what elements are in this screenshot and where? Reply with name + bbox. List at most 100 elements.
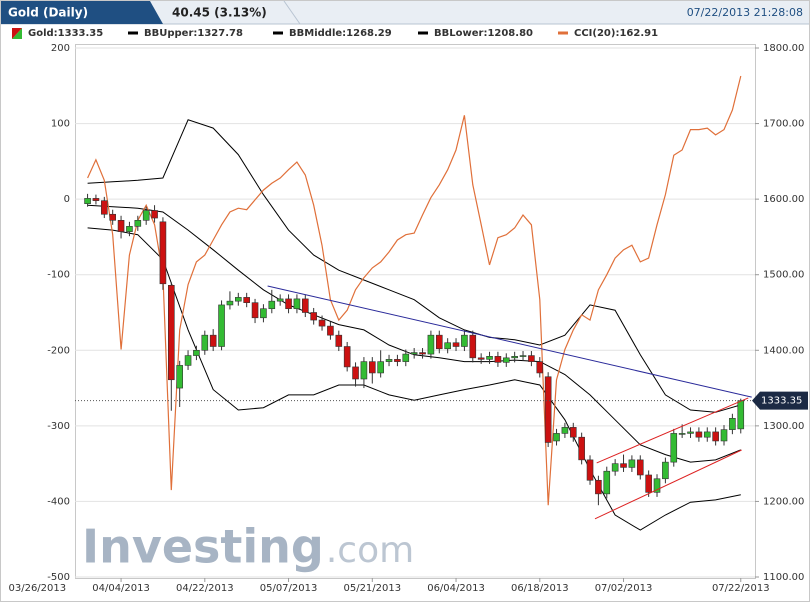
- watermark-suffix: .com: [326, 530, 414, 571]
- candle-body: [561, 427, 569, 434]
- candle-body: [586, 459, 594, 481]
- y2-tick-label: 1300.00: [763, 421, 804, 432]
- candle-body: [209, 334, 217, 347]
- y2-tick-label: 1500.00: [763, 270, 804, 281]
- x-tick-label: 06/04/2013: [427, 583, 485, 594]
- candle-body: [293, 298, 301, 310]
- trendline: [596, 397, 749, 464]
- title-tab: [1, 1, 163, 24]
- y-tick-label: -400: [47, 496, 70, 507]
- header-divider: [283, 0, 301, 25]
- candle-body: [645, 474, 652, 493]
- candle-body: [536, 361, 544, 374]
- y-tick-label: 0: [64, 194, 70, 205]
- candle-body: [519, 355, 527, 357]
- trendline: [267, 285, 752, 398]
- candle-body: [176, 365, 183, 389]
- y2-tick-label: 1600.00: [763, 194, 804, 205]
- candle-body: [595, 479, 602, 495]
- candle-body: [528, 355, 535, 362]
- candle-body: [260, 308, 267, 319]
- candle-body: [695, 431, 703, 438]
- x-tick-label: 07/22/2013: [712, 583, 770, 594]
- plot-area: [75, 44, 756, 579]
- price-change: 40.45 (3.13%): [172, 6, 267, 20]
- candle-body: [653, 478, 661, 493]
- x-tick-label: 05/07/2013: [260, 583, 318, 594]
- y-tick-label: -100: [47, 270, 70, 281]
- candle-body: [109, 213, 116, 221]
- candle-body: [335, 334, 343, 347]
- candle-body: [352, 366, 359, 380]
- candle-body: [720, 429, 728, 442]
- candle-body: [410, 352, 418, 355]
- candle-body: [469, 334, 477, 359]
- candle-body: [486, 356, 493, 360]
- candle-body: [151, 210, 158, 219]
- candle-body: [427, 334, 435, 355]
- candle-body: [729, 417, 736, 430]
- candle-body: [461, 334, 468, 347]
- candle-body: [327, 325, 334, 336]
- candle-body: [101, 200, 108, 215]
- candle-body: [368, 361, 376, 374]
- legend-label: CCI(20):162.91: [574, 28, 658, 39]
- watermark: Investing .com: [82, 520, 414, 574]
- y2-tick-label: 1400.00: [763, 345, 804, 356]
- header-bar: [1, 1, 809, 24]
- candle-body: [628, 459, 636, 468]
- candle-body: [126, 226, 133, 232]
- y-tick-label: -300: [47, 421, 70, 432]
- legend-label: Gold:1333.35: [28, 28, 103, 39]
- candle-body: [92, 198, 100, 201]
- y2-tick-label: 1700.00: [763, 119, 804, 130]
- candle-body: [678, 433, 686, 435]
- x-tick-label: 06/18/2013: [511, 583, 569, 594]
- candle-body: [687, 431, 694, 434]
- candle-body: [193, 349, 200, 356]
- candle-body: [318, 319, 326, 327]
- candle-body: [703, 431, 711, 438]
- candle-body: [611, 463, 619, 472]
- candle-body: [603, 470, 611, 495]
- legend-label: BBLower:1208.80: [434, 28, 533, 39]
- candle-body: [276, 298, 284, 302]
- y-tick-label: -200: [47, 345, 70, 356]
- legend: Gold:1333.35 BBUpper:1327.78 BBMiddle:1268…: [12, 28, 658, 39]
- candle-body: [394, 359, 401, 362]
- candle-body: [243, 297, 250, 303]
- candles: [84, 193, 745, 506]
- chart-title: Gold (Daily): [8, 6, 88, 20]
- candle-body: [218, 304, 225, 347]
- candle-body: [670, 433, 678, 463]
- candle-body: [201, 334, 209, 351]
- candle-body: [620, 463, 627, 468]
- candle-body: [168, 284, 175, 381]
- candle-body: [494, 356, 502, 363]
- price-tag-label: 1333.35: [761, 396, 802, 407]
- candle-body: [285, 298, 292, 310]
- candle-body: [544, 376, 552, 443]
- candle-body: [511, 356, 518, 359]
- price-tag: [752, 391, 808, 410]
- candle-body: [636, 459, 644, 476]
- candle-body: [662, 461, 669, 480]
- candle-body: [184, 355, 192, 366]
- candle-body: [343, 346, 351, 368]
- y-tick-label: 200: [51, 43, 70, 54]
- candle-body: [226, 300, 234, 306]
- x-tick-label: 03/26/2013: [8, 583, 66, 594]
- y-tick-label: 100: [51, 119, 70, 130]
- candle-body: [134, 220, 142, 227]
- timestamp: 07/22/2013 21:28:08: [687, 6, 803, 19]
- candle-body: [268, 300, 276, 310]
- candle-body: [419, 352, 426, 355]
- candle-body: [385, 359, 393, 362]
- candle-body: [578, 436, 585, 461]
- y2-tick-label: 1800.00: [763, 43, 804, 54]
- x-tick-label: 05/21/2013: [343, 583, 401, 594]
- y-tick-label: -500: [47, 572, 70, 583]
